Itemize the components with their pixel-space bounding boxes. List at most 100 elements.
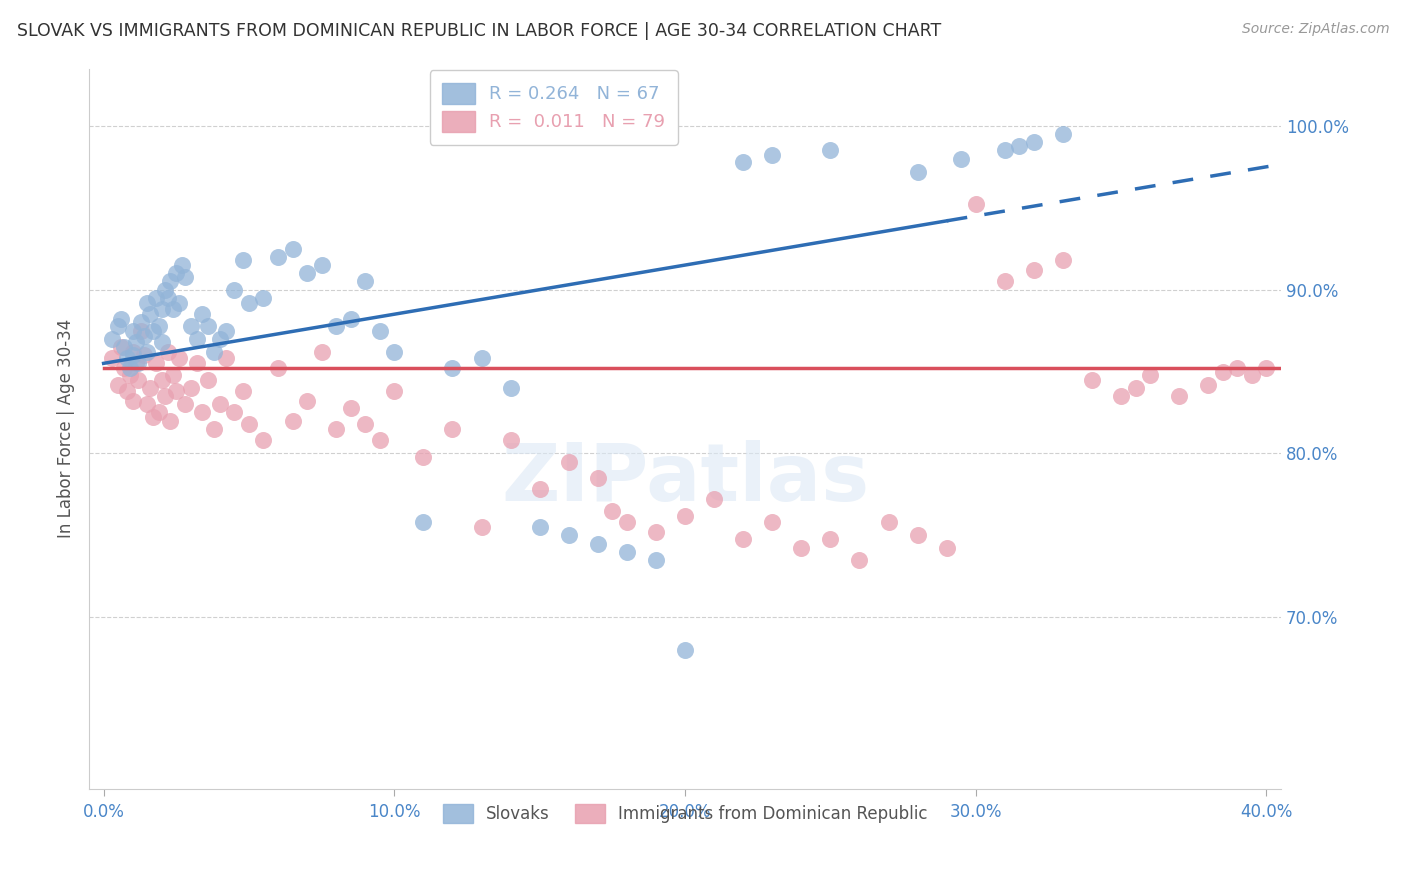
Point xyxy=(174,397,197,411)
Point xyxy=(165,266,187,280)
Point xyxy=(224,283,246,297)
Point xyxy=(325,422,347,436)
Point xyxy=(136,344,159,359)
Point xyxy=(994,144,1017,158)
Point xyxy=(191,307,214,321)
Point xyxy=(174,269,197,284)
Point xyxy=(134,348,156,362)
Point xyxy=(586,536,609,550)
Point xyxy=(121,324,143,338)
Point xyxy=(295,266,318,280)
Point xyxy=(112,361,135,376)
Point xyxy=(110,312,132,326)
Point xyxy=(382,344,405,359)
Point xyxy=(616,545,638,559)
Point xyxy=(197,318,219,333)
Point xyxy=(368,324,391,338)
Point xyxy=(1022,135,1045,149)
Point xyxy=(441,361,464,376)
Point xyxy=(115,351,138,366)
Point xyxy=(907,165,929,179)
Point xyxy=(907,528,929,542)
Point xyxy=(412,450,434,464)
Point xyxy=(142,324,165,338)
Point xyxy=(602,504,624,518)
Point xyxy=(1109,389,1132,403)
Point xyxy=(215,351,238,366)
Point xyxy=(238,417,260,431)
Point xyxy=(112,340,135,354)
Point xyxy=(134,328,156,343)
Point xyxy=(167,351,190,366)
Point xyxy=(124,334,146,349)
Point xyxy=(820,532,842,546)
Point xyxy=(470,520,492,534)
Text: ZIPatlas: ZIPatlas xyxy=(501,441,869,518)
Point xyxy=(150,334,173,349)
Point xyxy=(252,434,274,448)
Point xyxy=(224,405,246,419)
Point xyxy=(127,373,149,387)
Point xyxy=(354,417,377,431)
Point xyxy=(150,373,173,387)
Point xyxy=(616,515,638,529)
Point xyxy=(145,356,167,370)
Y-axis label: In Labor Force | Age 30-34: In Labor Force | Age 30-34 xyxy=(58,319,75,539)
Point xyxy=(145,291,167,305)
Point xyxy=(703,492,725,507)
Point xyxy=(110,340,132,354)
Point xyxy=(499,381,522,395)
Point xyxy=(186,356,208,370)
Point xyxy=(180,381,202,395)
Point xyxy=(558,528,581,542)
Point xyxy=(354,275,377,289)
Point xyxy=(139,307,162,321)
Point xyxy=(101,332,124,346)
Point xyxy=(191,405,214,419)
Point xyxy=(761,515,783,529)
Point xyxy=(150,302,173,317)
Point xyxy=(153,283,176,297)
Point xyxy=(994,275,1017,289)
Point xyxy=(162,368,184,382)
Point xyxy=(118,368,141,382)
Point xyxy=(877,515,900,529)
Point xyxy=(238,295,260,310)
Point xyxy=(281,242,304,256)
Point xyxy=(673,643,696,657)
Point xyxy=(232,384,254,399)
Point xyxy=(232,253,254,268)
Point xyxy=(167,295,190,310)
Point xyxy=(1168,389,1191,403)
Point xyxy=(121,394,143,409)
Point xyxy=(208,397,231,411)
Point xyxy=(165,384,187,399)
Point xyxy=(499,434,522,448)
Text: SLOVAK VS IMMIGRANTS FROM DOMINICAN REPUBLIC IN LABOR FORCE | AGE 30-34 CORRELAT: SLOVAK VS IMMIGRANTS FROM DOMINICAN REPU… xyxy=(17,22,941,40)
Point xyxy=(202,422,225,436)
Point xyxy=(645,524,668,539)
Point xyxy=(281,414,304,428)
Point xyxy=(311,258,333,272)
Point xyxy=(267,361,290,376)
Point xyxy=(101,351,124,366)
Point xyxy=(412,515,434,529)
Point xyxy=(673,508,696,523)
Point xyxy=(1256,361,1278,376)
Point xyxy=(156,291,179,305)
Point xyxy=(267,250,290,264)
Point xyxy=(295,394,318,409)
Point xyxy=(153,389,176,403)
Text: Source: ZipAtlas.com: Source: ZipAtlas.com xyxy=(1241,22,1389,37)
Point xyxy=(311,344,333,359)
Point xyxy=(761,148,783,162)
Point xyxy=(124,356,146,370)
Point xyxy=(1008,138,1031,153)
Point xyxy=(1139,368,1161,382)
Point xyxy=(441,422,464,436)
Point xyxy=(107,318,129,333)
Point xyxy=(339,401,361,415)
Point xyxy=(965,197,987,211)
Point xyxy=(156,344,179,359)
Point xyxy=(529,483,551,497)
